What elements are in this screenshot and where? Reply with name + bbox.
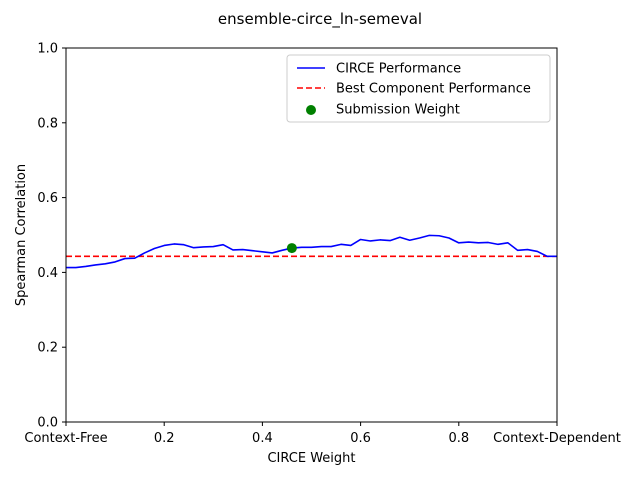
legend-swatch-submission	[306, 105, 316, 115]
x-tick-label: 0.8	[448, 431, 469, 446]
x-tick-label: 0.6	[350, 431, 371, 446]
x-tick-label: Context-Dependent	[493, 431, 621, 446]
y-tick-label: 1.0	[37, 42, 58, 57]
x-tick-label: Context-Free	[24, 431, 107, 446]
submission-weight-point	[286, 243, 297, 254]
axis-ticks: Context-Free 0.2 0.4 0.6 0.8 Context-Dependen…	[24, 42, 620, 447]
y-tick-label: 0.2	[37, 341, 58, 356]
y-tick-label: 0.6	[37, 191, 58, 206]
y-tick-label: 0.8	[37, 116, 58, 131]
y-tick-label: 0.0	[37, 416, 58, 431]
legend-box	[286, 54, 551, 123]
legend: CIRCE Performance Best Component Perform…	[286, 54, 551, 123]
legend-label-circe: CIRCE Performance	[336, 62, 461, 77]
plot-area	[66, 234, 557, 269]
chart-title: ensemble-circe_ln-semeval	[218, 10, 422, 29]
x-tick-label: 0.4	[252, 431, 273, 446]
circe-performance-line	[66, 234, 557, 269]
x-tick-label: 0.2	[154, 431, 175, 446]
y-axis-label: Spearman Correlation	[14, 164, 29, 306]
x-axis-label: CIRCE Weight	[267, 451, 355, 466]
y-tick-label: 0.4	[37, 266, 58, 281]
legend-label-submission: Submission Weight	[336, 103, 460, 118]
plot-frame	[65, 47, 558, 423]
legend-label-best-component: Best Component Performance	[336, 82, 531, 97]
